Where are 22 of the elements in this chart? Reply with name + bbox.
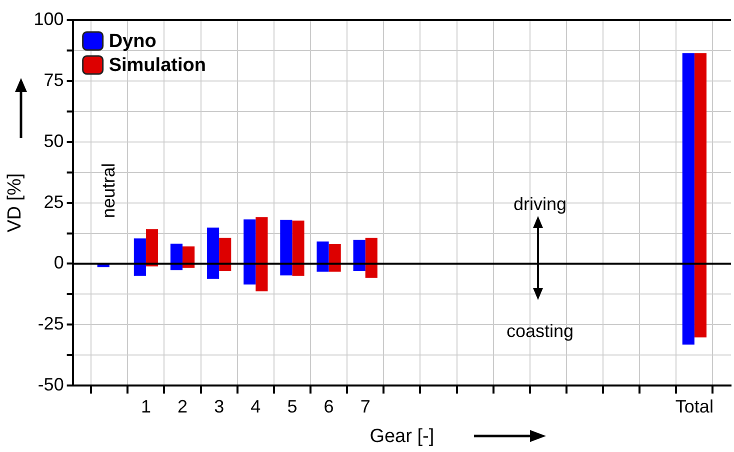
annotation: driving xyxy=(513,194,567,214)
x-tick-label: 2 xyxy=(178,396,188,416)
y-tick-label: -50 xyxy=(38,374,64,395)
x-tick-label: 1 xyxy=(140,396,151,416)
x-tick-label: 3 xyxy=(214,396,224,416)
y-tick-label: 75 xyxy=(44,70,64,90)
y-tick-label: 50 xyxy=(44,130,64,151)
y-tick-label: -25 xyxy=(38,314,64,334)
legend-label: Dyno xyxy=(108,31,156,52)
x-tick-label: 6 xyxy=(324,396,334,416)
x-tick-label: Total xyxy=(675,396,714,416)
y-axis-title: VD [%] xyxy=(4,173,26,232)
x-tick-label: 7 xyxy=(360,396,370,416)
x-tick-label: 4 xyxy=(250,396,261,416)
y-tick-label: 25 xyxy=(44,192,64,212)
legend-label: Simulation xyxy=(108,55,206,76)
y-tick-label: 100 xyxy=(34,8,64,29)
x-tick-label: 5 xyxy=(287,396,298,416)
annotation: neutral xyxy=(98,163,118,218)
y-tick-label: 0 xyxy=(54,252,64,273)
x-axis-title: Gear [-] xyxy=(370,426,434,447)
annotation: coasting xyxy=(506,320,574,341)
